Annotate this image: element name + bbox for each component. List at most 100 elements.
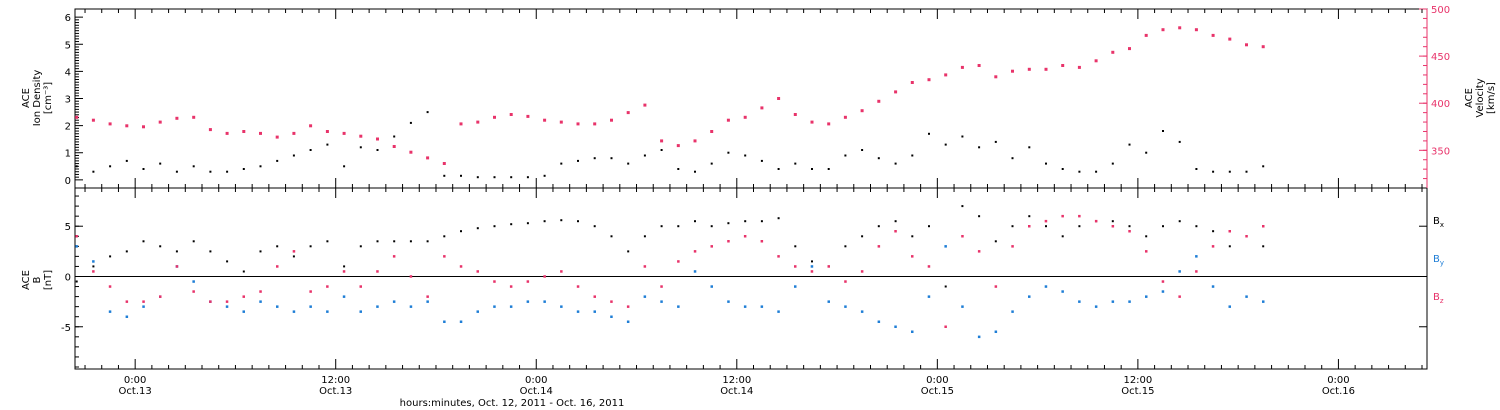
bx-point	[994, 240, 997, 243]
bx-point	[961, 205, 964, 208]
bz-point	[409, 275, 413, 278]
bz-point	[894, 230, 897, 233]
by-point	[660, 300, 663, 303]
bz-point	[292, 250, 296, 253]
by-point	[727, 300, 730, 303]
density-point	[443, 174, 446, 177]
by-point	[276, 305, 279, 308]
density-point	[393, 135, 396, 138]
density-point	[376, 149, 379, 151]
velocity-point	[1211, 33, 1215, 37]
bz-point	[225, 300, 229, 303]
bx-point	[844, 245, 847, 248]
by-point	[927, 295, 931, 298]
density-axis-title-line3: [cm⁻³]	[43, 82, 54, 114]
density-y-tick-label: 4	[65, 67, 71, 78]
by-point	[359, 310, 362, 313]
by-point	[961, 305, 964, 308]
bx-point	[1011, 225, 1014, 228]
bz-point	[1262, 225, 1265, 228]
x-axis-title: hours:minutes, Oct. 12, 2011 - Oct. 16, …	[400, 398, 625, 409]
bx-point	[911, 235, 914, 238]
velocity-point	[442, 162, 446, 165]
velocity-point	[543, 118, 547, 122]
density-point	[1095, 170, 1098, 173]
density-point	[92, 170, 95, 173]
density-point	[961, 135, 964, 138]
by-point	[894, 325, 897, 328]
bx-point	[309, 245, 312, 248]
bz-point	[175, 265, 179, 268]
x-tick-date-label: Oct.13	[319, 386, 352, 397]
bx-point	[794, 245, 797, 248]
density-point	[1145, 151, 1148, 154]
bx-point	[727, 222, 730, 225]
by-point	[108, 310, 112, 313]
density-point	[1045, 162, 1047, 165]
bz-point	[493, 280, 496, 283]
velocity-point	[376, 137, 379, 141]
velocity-point	[342, 131, 346, 135]
velocity-point	[1094, 59, 1098, 63]
density-axis-title-line2: Ion Density	[32, 70, 43, 127]
density-point	[877, 157, 880, 160]
velocity-point	[1111, 50, 1115, 54]
by-point	[944, 245, 947, 248]
by-point	[225, 305, 229, 308]
bz-point	[961, 235, 964, 238]
by-point	[827, 300, 830, 303]
velocity-point	[944, 73, 948, 77]
bx-point	[526, 222, 529, 225]
velocity-point	[325, 130, 329, 133]
velocity-point	[877, 99, 881, 103]
velocity-point	[292, 131, 296, 135]
bx-point	[1111, 220, 1114, 223]
by-point	[1195, 255, 1198, 258]
by-point	[810, 265, 814, 268]
bz-point	[1011, 245, 1014, 248]
bx-point	[1262, 245, 1265, 248]
density-y-tick-label: 6	[65, 13, 71, 24]
by-point	[1078, 300, 1081, 303]
density-y-tick-label: 1	[65, 149, 71, 160]
bz-point	[1178, 295, 1181, 298]
by-point	[326, 310, 329, 313]
bz-point	[142, 300, 145, 303]
bz-point	[810, 270, 814, 273]
density-point	[1228, 170, 1231, 173]
bz-point	[927, 265, 931, 268]
density-point	[1128, 143, 1131, 146]
bz-point	[610, 300, 613, 303]
velocity-point	[459, 122, 463, 126]
bz-point	[376, 270, 379, 273]
by-point	[710, 285, 713, 288]
bx-point	[75, 280, 78, 283]
density-point	[343, 165, 346, 168]
by-point	[1128, 300, 1131, 303]
velocity-point	[1194, 28, 1198, 32]
bx-point	[510, 223, 513, 226]
bz-point	[209, 300, 212, 303]
by-point	[794, 285, 797, 288]
bz-point	[1128, 230, 1131, 233]
density-point	[409, 121, 412, 124]
velocity-point	[793, 113, 797, 116]
by-point	[1028, 295, 1031, 298]
density-point	[142, 168, 145, 170]
by-point	[292, 310, 296, 313]
legend-bx: Bx	[1433, 216, 1444, 229]
by-point	[342, 295, 346, 298]
bz-point	[108, 285, 112, 288]
density-point	[577, 159, 579, 162]
by-point	[911, 330, 914, 333]
velocity-point	[1061, 64, 1065, 67]
bz-point	[75, 235, 78, 238]
bx-point	[460, 230, 462, 233]
by-point	[192, 280, 195, 283]
bx-point	[660, 225, 663, 228]
bx-point	[409, 240, 412, 243]
x-tick-date-label: Oct.14	[720, 386, 753, 397]
bz-point	[1044, 219, 1048, 223]
velocity-point	[994, 75, 998, 79]
